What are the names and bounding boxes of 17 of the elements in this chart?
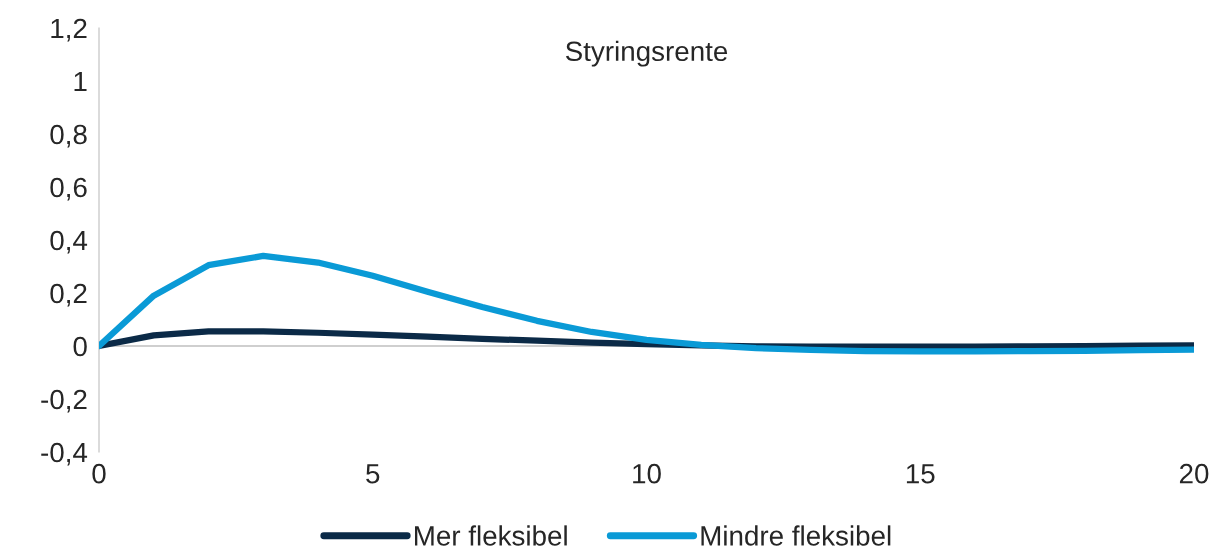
y-tick-label: -0,2 xyxy=(41,389,87,413)
legend-label: Mindre fleksibel xyxy=(701,525,891,546)
x-tick-label: 15 xyxy=(906,464,935,484)
y-tick-label: 0,8 xyxy=(50,124,87,148)
y-tick-label: 0,2 xyxy=(50,283,87,307)
chart-title: Styringsrente xyxy=(565,40,728,67)
y-tick-label: 0,4 xyxy=(50,230,88,254)
x-tick-label: 0 xyxy=(92,463,106,484)
y-tick-label: 1,2 xyxy=(51,18,87,42)
y-tick-label: -0,4 xyxy=(41,442,88,466)
y-tick-label: 0,6 xyxy=(50,177,87,201)
x-tick-label: 5 xyxy=(366,464,380,484)
y-tick-label: 1 xyxy=(74,71,87,92)
x-tick-label: 10 xyxy=(633,463,661,484)
x-tick-label: 20 xyxy=(1179,463,1209,484)
y-tick-label: 0 xyxy=(73,336,87,357)
legend-label: Mer fleksibel xyxy=(415,525,567,546)
